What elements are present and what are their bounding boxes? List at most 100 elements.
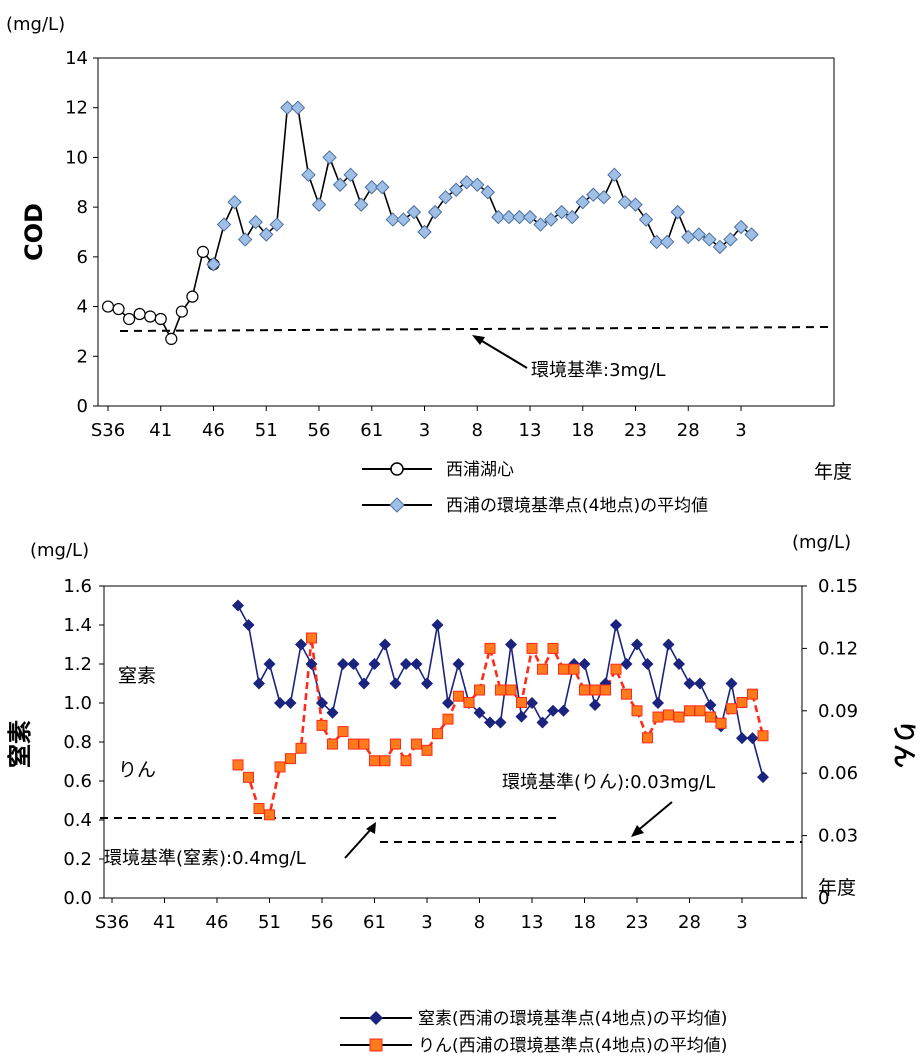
cod-point-kosin: [144, 310, 157, 323]
nitrogen-point: [484, 716, 496, 729]
cod-point-avg: [533, 217, 548, 232]
phosphorus-point: [526, 642, 538, 654]
cod-point-avg: [681, 229, 696, 245]
nitrogen-point: [337, 658, 349, 670]
y-tick-label-left: 1.4: [63, 615, 92, 636]
np-y-axis-title-left: 窒素: [6, 720, 34, 768]
np-standard-n-label: 環境基準(窒素):0.4mg/L: [104, 848, 306, 869]
nitrogen-point: [263, 658, 276, 670]
nitrogen-point: [305, 658, 318, 670]
phosphorus-point: [684, 705, 695, 717]
phosphorus-point: [243, 771, 254, 783]
y-tick-label-right: 0.06: [818, 763, 858, 784]
nitrogen-point: [725, 677, 738, 690]
nitrogen-point: [431, 619, 444, 631]
x-tick-label: S36: [91, 420, 125, 441]
phosphorus-point: [379, 755, 391, 767]
cod-point-avg: [459, 175, 474, 190]
y-tick-label-left: 0.4: [63, 810, 92, 831]
y-tick-label-left: 1.6: [63, 576, 92, 597]
cod-point-avg: [280, 100, 295, 115]
nitrogen-point: [494, 716, 507, 729]
np-chart: (mg/L) (mg/L) 窒素 りん 0.0 0.2 0.4 0.6 0.8 1.0 1.…: [6, 532, 918, 1056]
np-x-ticks: S36 41 46 51 56 61 3 8 13 18 23 28 3: [95, 898, 748, 933]
y-tick-label: 6: [77, 247, 88, 268]
nitrogen-point: [631, 638, 643, 651]
cod-point-avg: [417, 224, 432, 240]
np-standard-n-arrow: [344, 827, 373, 859]
nitrogen-point: [410, 658, 423, 670]
phosphorus-point: [505, 684, 517, 696]
phosphorus-point: [621, 688, 632, 700]
phosphorus-point: [747, 688, 758, 700]
cod-point-kosin: [165, 332, 178, 345]
cod-point-avg: [617, 194, 633, 210]
nitrogen-point: [673, 658, 685, 670]
nitrogen-point: [746, 732, 759, 745]
cod-standard-arrow: [476, 337, 528, 369]
nitrogen-point: [652, 697, 664, 709]
legend-marker-kosin: [390, 462, 404, 476]
y-tick-label-left: 0.0: [63, 888, 92, 909]
np-standard-n-arrowhead: [366, 822, 376, 834]
y-tick-label-right: 0.09: [818, 701, 858, 722]
cod-point-avg: [575, 194, 590, 210]
y-tick-label-left: 1.0: [63, 693, 92, 714]
phosphorus-point: [516, 696, 527, 708]
phosphorus-point: [694, 705, 706, 717]
x-tick-label: 51: [255, 420, 278, 441]
nitrogen-point: [442, 697, 454, 709]
nitrogen-point: [368, 658, 381, 670]
cod-point-avg: [723, 232, 738, 247]
y-tick-label: 8: [77, 197, 88, 218]
x-tick-label: 18: [573, 912, 596, 933]
phosphorus-point: [264, 809, 275, 821]
phosphorus-point: [232, 759, 244, 771]
nitrogen-point: [379, 638, 391, 651]
np-standard-p-label: 環境基準(りん):0.03mg/L: [502, 772, 715, 793]
cod-point-avg: [480, 185, 496, 200]
cod-point-avg: [512, 209, 527, 225]
phosphorus-point: [400, 755, 412, 767]
nitrogen-point: [704, 698, 717, 711]
phosphorus-point: [484, 642, 496, 654]
x-tick-label: 61: [363, 912, 386, 933]
cod-point-avg: [311, 197, 327, 212]
cod-point-avg: [343, 167, 358, 183]
cod-point-kosin: [123, 312, 136, 326]
y-tick-label-right: 0.03: [818, 826, 858, 847]
phosphorus-point: [348, 738, 359, 750]
cod-point-avg: [375, 180, 390, 195]
y-tick-label: 12: [65, 98, 88, 119]
nitrogen-point: [452, 658, 465, 670]
legend-label-avg: 西浦の環境基準点(4地点)の平均値: [446, 496, 708, 516]
x-tick-label: 46: [202, 420, 225, 441]
cod-point-avg: [227, 194, 242, 210]
cod-standard-line: [119, 326, 829, 332]
x-tick-label: 8: [474, 912, 485, 933]
x-tick-label: 13: [521, 912, 544, 933]
phosphorus-point: [757, 730, 769, 742]
np-series-marks: [232, 599, 769, 821]
cod-point-avg: [248, 214, 263, 230]
x-tick-label: 23: [624, 420, 647, 441]
nitrogen-point: [253, 677, 265, 690]
cod-point-kosin: [196, 245, 210, 258]
x-tick-label: 41: [149, 420, 172, 441]
np-inline-label-p: りん: [118, 759, 156, 781]
legend-marker-p: [369, 1038, 383, 1052]
np-inline-label-n: 窒素: [118, 665, 156, 687]
nitrogen-point: [515, 710, 528, 723]
phosphorus-point: [453, 690, 464, 702]
cod-series-lines: [107, 106, 753, 341]
cod-point-avg: [290, 100, 306, 115]
cod-point-avg: [628, 197, 643, 212]
cod-point-avg: [396, 212, 411, 227]
phosphorus-point: [295, 742, 307, 754]
x-tick-label: 18: [571, 420, 594, 441]
cod-point-avg: [427, 204, 443, 220]
cod-point-kosin: [154, 312, 167, 326]
legend-marker-avg: [389, 497, 405, 513]
cod-point-avg: [216, 217, 232, 232]
np-x-axis-title: 年度: [818, 877, 856, 899]
